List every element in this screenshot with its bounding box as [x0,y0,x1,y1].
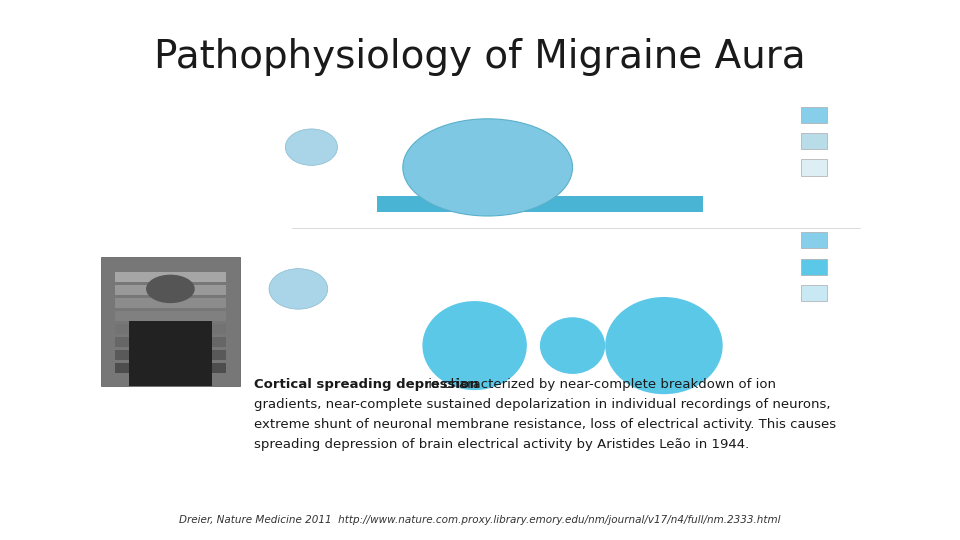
Bar [801,259,828,275]
Bar [115,298,227,308]
Ellipse shape [605,297,723,394]
Text: Dreier, Nature Medicine 2011  http://www.nature.com.proxy.library.emory.edu/nm/j: Dreier, Nature Medicine 2011 http://www.… [180,515,780,525]
Ellipse shape [269,268,327,309]
Bar [129,321,212,386]
Bar [115,324,227,334]
Bar [115,272,227,282]
Bar [115,285,227,295]
Bar [259,54,912,459]
Bar [115,350,227,360]
Text: gradients, near-complete sustained depolarization in individual recordings of ne: gradients, near-complete sustained depol… [254,398,831,411]
Ellipse shape [146,275,195,303]
Ellipse shape [540,317,605,374]
Bar [115,363,227,373]
Bar [801,159,828,176]
Text: Pathophysiology of Migraine Aura: Pathophysiology of Migraine Aura [155,38,805,76]
Bar [801,107,828,123]
Bar [115,311,227,321]
Text: Cortical spreading depression: Cortical spreading depression [254,378,479,391]
Bar [101,256,240,386]
Ellipse shape [285,129,338,165]
Bar [801,133,828,149]
Bar [115,337,227,347]
Text: is characterized by near-complete breakdown of ion: is characterized by near-complete breakd… [423,378,776,391]
Text: spreading depression of brain electrical activity by Aristides Leão in 1944.: spreading depression of brain electrical… [254,438,750,451]
Ellipse shape [422,301,527,390]
Bar [376,195,703,212]
Text: extreme shunt of neuronal membrane resistance, loss of electrical activity. This: extreme shunt of neuronal membrane resis… [254,418,836,431]
Bar [801,232,828,248]
Bar [801,285,828,301]
Ellipse shape [403,119,572,216]
